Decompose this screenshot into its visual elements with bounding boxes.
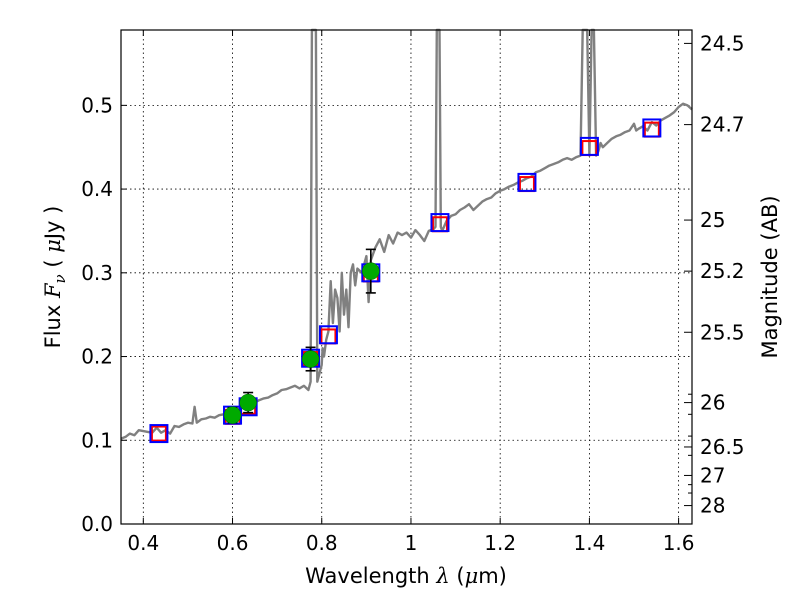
right-tick-label: 25 bbox=[700, 208, 725, 232]
blue-square-marker bbox=[579, 136, 599, 156]
y-axis-right-title: Magnitude (AB) bbox=[758, 195, 782, 358]
series-layer bbox=[120, 28, 693, 444]
x-tick-label: 1.4 bbox=[573, 531, 605, 555]
observed-point bbox=[223, 406, 242, 424]
y-tick-label: 0.5 bbox=[81, 93, 113, 117]
x-tick-label: 1.2 bbox=[484, 531, 516, 555]
right-tick-label: 24.5 bbox=[700, 31, 745, 55]
blue-square-marker bbox=[642, 118, 662, 138]
y-tick-label: 0.2 bbox=[81, 345, 113, 369]
observed-point bbox=[301, 350, 320, 368]
right-tick-label: 24.7 bbox=[700, 113, 745, 137]
blue-square-marker bbox=[517, 172, 537, 192]
spectrum-line bbox=[120, 28, 693, 440]
right-tick-label: 28 bbox=[700, 494, 725, 518]
y-tick-label: 0.3 bbox=[81, 261, 113, 285]
observed-point bbox=[239, 393, 257, 412]
x-tick-label: 1.6 bbox=[663, 531, 695, 555]
x-tick-label: 1 bbox=[405, 531, 418, 555]
x-tick-label: 0.6 bbox=[217, 531, 249, 555]
red-square-marker bbox=[150, 425, 167, 442]
x-tick-label: 0.8 bbox=[306, 531, 338, 555]
blue-square-marker bbox=[430, 213, 450, 233]
right-tick-label: 25.2 bbox=[700, 259, 745, 283]
x-tick-label: 0.4 bbox=[127, 531, 159, 555]
plot-frame bbox=[120, 29, 693, 525]
y-axis-title: Flux Fν ( μJy ) bbox=[41, 206, 69, 349]
right-tick-label: 26.5 bbox=[700, 435, 745, 459]
axis-ticks: 0.4 0.6 0.8 1 1.2 1.4 1.6 0.0 0.1 0.2 0.3 0.4 0.5 24.… bbox=[81, 30, 745, 555]
y-tick-label: 0.1 bbox=[81, 428, 113, 452]
y-tick-label: 0.0 bbox=[81, 512, 113, 536]
grid-lines bbox=[121, 30, 692, 524]
observed-point bbox=[362, 262, 380, 280]
y-tick-label: 0.4 bbox=[81, 177, 113, 201]
right-tick-label: 25.5 bbox=[700, 320, 745, 344]
blue-square-marker bbox=[318, 325, 338, 345]
right-tick-label: 27 bbox=[700, 463, 725, 487]
right-tick-label: 26 bbox=[700, 391, 725, 415]
x-axis-title: Wavelength λ (μm) bbox=[305, 564, 507, 588]
blue-square-marker bbox=[149, 424, 169, 444]
